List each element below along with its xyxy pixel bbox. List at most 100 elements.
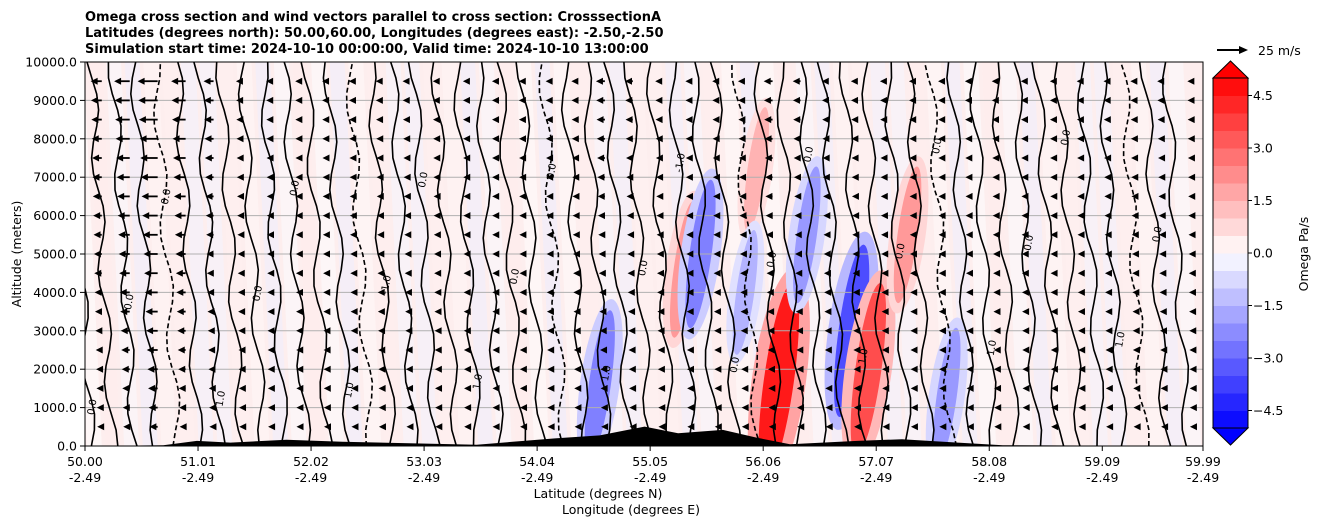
chart-title-line-2: Latitudes (degrees north): 50.00,60.00, …: [85, 26, 664, 41]
wind-vector: [492, 212, 500, 220]
wind-vector-head: [766, 250, 774, 258]
wind-vector-head: [1131, 154, 1139, 162]
wind-vector-head: [1159, 269, 1167, 277]
wind-vector-head: [138, 96, 146, 104]
wind-vector: [238, 346, 246, 354]
wind-vector: [463, 288, 471, 296]
wind-vector: [144, 269, 158, 277]
wind-vector-head: [96, 384, 104, 392]
wind-vector: [658, 384, 666, 392]
wind-vector-head: [571, 116, 579, 124]
wind-vector: [1189, 346, 1197, 354]
wind-vector: [625, 96, 633, 104]
wind-vector: [1051, 423, 1059, 431]
wind-vector-head: [738, 135, 746, 143]
wind-key-arrow-head: [1239, 46, 1248, 54]
wind-vector: [965, 212, 973, 220]
wind-vector: [686, 269, 694, 277]
colorbar-segment: [1213, 358, 1248, 376]
wind-vector-head: [656, 173, 664, 181]
wind-vector-head: [405, 365, 413, 373]
wind-vector: [910, 384, 918, 392]
wind-vector: [404, 212, 412, 220]
wind-vector: [119, 269, 130, 277]
wind-vector-head: [266, 116, 274, 124]
wind-vector: [93, 250, 102, 258]
wind-vector-head: [600, 346, 608, 354]
wind-vector-head: [463, 308, 471, 316]
wind-vector-head: [595, 77, 603, 85]
wind-vector-head: [174, 212, 182, 220]
wind-vector-head: [792, 77, 800, 85]
wind-vector-head: [655, 154, 663, 162]
wind-vector: [1022, 327, 1030, 335]
wind-vector-head: [148, 384, 156, 392]
wind-vector-head: [852, 231, 860, 239]
wind-vector-head: [1158, 173, 1166, 181]
wind-vector: [938, 212, 946, 220]
wind-vector: [573, 308, 581, 316]
wind-vector-head: [882, 423, 890, 431]
wind-vector: [739, 192, 747, 200]
wind-vector: [206, 269, 214, 277]
wind-vector-head: [964, 96, 972, 104]
wind-vector-head: [350, 288, 358, 296]
wind-vector: [1050, 308, 1058, 316]
wind-vector-head: [239, 404, 247, 412]
wind-vector-head: [116, 173, 124, 181]
wind-vector: [323, 346, 331, 354]
wind-vector-head: [204, 116, 212, 124]
wind-vector-head: [1106, 423, 1114, 431]
contour-line: [1076, 62, 1105, 446]
wind-vector-head: [323, 288, 331, 296]
wind-vector-head: [378, 423, 386, 431]
wind-vector-head: [147, 365, 155, 373]
wind-vector: [463, 327, 471, 335]
wind-vector-head: [176, 308, 184, 316]
wind-vector: [117, 212, 130, 220]
wind-vector: [378, 327, 386, 335]
wind-vector: [1050, 192, 1058, 200]
wind-vector-head: [236, 116, 244, 124]
wind-vector-head: [882, 404, 890, 412]
wind-vector-head: [596, 135, 604, 143]
wind-vector: [1187, 96, 1195, 104]
contour-label: 0.0: [894, 242, 908, 260]
wind-vector: [208, 384, 216, 392]
wind-vector-head: [938, 154, 946, 162]
wind-vector: [596, 116, 605, 124]
wind-vector: [350, 308, 358, 316]
wind-vector: [236, 154, 244, 162]
wind-vector: [404, 231, 412, 239]
wind-vector-head: [625, 135, 633, 143]
chart-title-line-3: Simulation start time: 2024-10-10 00:00:…: [85, 42, 649, 57]
wind-vector: [205, 212, 214, 220]
wind-vector-head: [402, 77, 410, 85]
x-tick-label-lat: 59.09: [1084, 454, 1120, 469]
wind-vector-head: [348, 77, 356, 85]
wind-vector-head: [463, 327, 471, 335]
wind-vector: [993, 308, 1001, 316]
wind-vector: [713, 192, 721, 200]
wind-vector-head: [295, 96, 303, 104]
wind-vector: [323, 288, 331, 296]
colorbar-label: Omega Pa/s: [1296, 217, 1311, 292]
wind-vector: [910, 269, 918, 277]
wind-vector-head: [656, 212, 664, 220]
wind-vector: [851, 135, 859, 143]
wind-vector: [435, 384, 443, 392]
wind-vector-head: [796, 327, 804, 335]
wind-vector: [966, 365, 974, 373]
wind-vector-head: [994, 423, 1002, 431]
wind-vector: [853, 346, 861, 354]
wind-vector-head: [405, 346, 413, 354]
wind-vector-head: [741, 365, 749, 373]
wind-vector: [1076, 116, 1084, 124]
wind-vector-head: [463, 116, 471, 124]
wind-vector-head: [965, 192, 973, 200]
wind-vector: [714, 365, 722, 373]
wind-vector: [519, 135, 527, 143]
colorbar-segment: [1213, 270, 1248, 289]
wind-vector-head: [237, 212, 245, 220]
wind-vector-head: [965, 250, 973, 258]
